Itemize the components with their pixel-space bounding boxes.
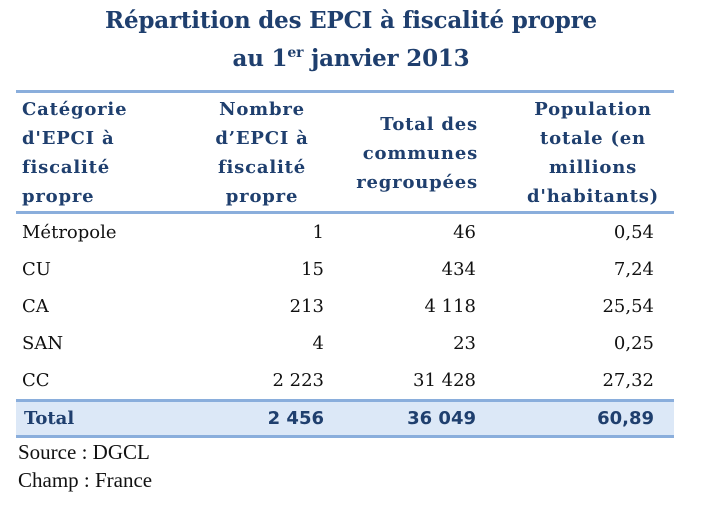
header-line: Catégorie <box>22 99 128 120</box>
cell-population: 7,24 <box>613 259 654 280</box>
header-line: regroupées <box>356 171 478 193</box>
epci-table: Catégorie d'EPCI à fiscalité propre Nomb… <box>16 90 674 438</box>
total-label: Total <box>24 408 75 429</box>
header-row: Catégorie d'EPCI à fiscalité propre Nomb… <box>16 91 674 213</box>
header-line: d'habitants) <box>527 186 659 207</box>
cell-population: 25,54 <box>602 296 654 317</box>
title-line-2-superscript: er <box>287 45 304 61</box>
cell-communes: 31 428 <box>413 370 476 391</box>
source-note: Source : DGCL <box>18 440 150 464</box>
cell-nombre: 213 <box>289 296 324 317</box>
cell-nombre: 4 <box>312 333 324 354</box>
cell-communes: 23 <box>453 333 476 354</box>
table-body: Métropole 1 46 0,54 CU 15 434 7,24 CA 21… <box>16 213 674 401</box>
title-line-1: Répartition des EPCI à fiscalité propre <box>105 7 597 34</box>
header-line: fiscalité <box>22 157 110 178</box>
table-row: Métropole 1 46 0,54 <box>16 213 674 252</box>
cell-category: SAN <box>22 333 64 354</box>
cell-category: CA <box>22 296 49 317</box>
scope-note: Champ : France <box>18 468 153 492</box>
cell-communes: 4 118 <box>424 296 476 317</box>
cell-category: CC <box>22 370 50 391</box>
cell-population: 0,25 <box>613 333 654 354</box>
header-nombre-epci: Nombre d’EPCI à fiscalité propre <box>194 92 324 213</box>
cell-communes: 46 <box>453 222 476 243</box>
table-header: Catégorie d'EPCI à fiscalité propre Nomb… <box>16 91 674 213</box>
total-communes: 36 049 <box>407 408 476 429</box>
table-row: CU 15 434 7,24 <box>16 251 674 288</box>
header-line: Nombre <box>219 99 305 120</box>
total-row: Total 2 456 36 049 60,89 <box>16 400 674 437</box>
header-line: propre <box>22 186 95 207</box>
cell-category: CU <box>22 259 51 280</box>
header-line: Population <box>534 99 652 120</box>
cell-population: 27,32 <box>602 370 654 391</box>
title-line-2: au 1er janvier 2013 <box>0 40 702 78</box>
header-category: Catégorie d'EPCI à fiscalité propre <box>16 92 194 213</box>
cell-category: Métropole <box>22 222 117 243</box>
total-population: 60,89 <box>597 408 654 429</box>
table-footer: Total 2 456 36 049 60,89 <box>16 400 674 437</box>
header-line: millions <box>548 157 638 178</box>
table-title: Répartition des EPCI à fiscalité propre … <box>0 2 702 78</box>
header-line: Total des <box>380 113 478 135</box>
header-line: propre <box>225 186 299 207</box>
header-population: Population totale (en millions d'habitan… <box>496 92 674 213</box>
cell-nombre: 15 <box>301 259 324 280</box>
title-line-2-prefix: au 1 <box>232 45 288 72</box>
table-row: SAN 4 23 0,25 <box>16 325 674 362</box>
cell-nombre: 2 223 <box>272 370 324 391</box>
header-line: totale (en <box>540 128 646 149</box>
total-nombre: 2 456 <box>267 408 324 429</box>
header-line: d’EPCI à <box>215 128 309 149</box>
table-row: CA 213 4 118 25,54 <box>16 288 674 325</box>
header-line: d'EPCI à <box>22 128 115 149</box>
title-line-2-suffix: janvier 2013 <box>303 45 470 72</box>
cell-population: 0,54 <box>613 222 654 243</box>
header-total-communes: Total des communes regroupées <box>324 92 496 213</box>
header-line: communes <box>362 142 478 164</box>
cell-communes: 434 <box>441 259 476 280</box>
table-row: CC 2 223 31 428 27,32 <box>16 362 674 401</box>
header-line: fiscalité <box>218 157 306 178</box>
cell-nombre: 1 <box>312 222 324 243</box>
